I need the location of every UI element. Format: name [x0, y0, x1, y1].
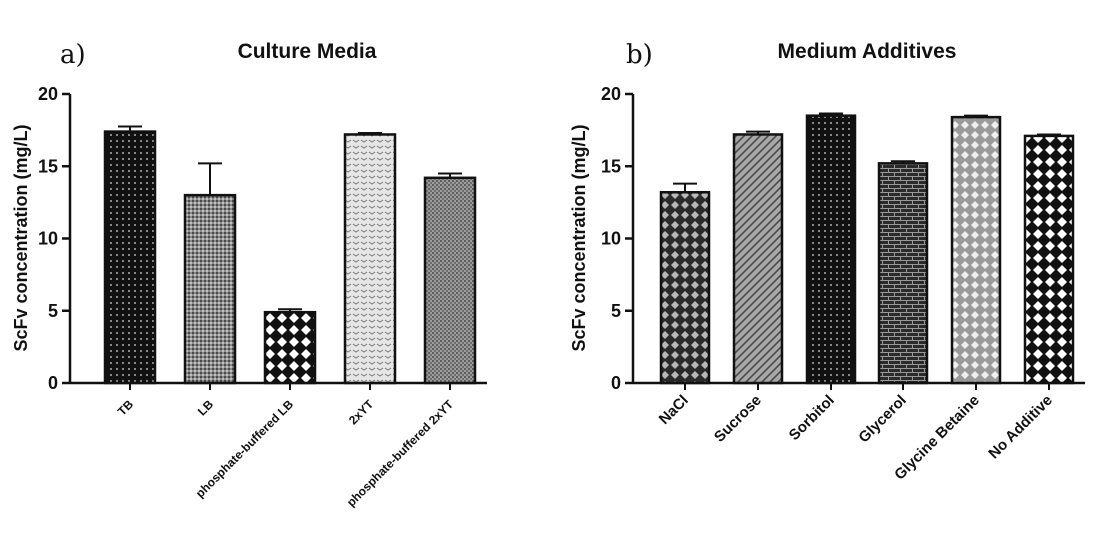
bar — [805, 114, 857, 385]
panel-a-y-ticks: 0 5 10 15 20 — [38, 84, 70, 393]
y-tick-label: 15 — [601, 156, 621, 176]
panel-a-y-axis-label: ScFv concentration (mg/L) — [11, 124, 31, 351]
bar — [1023, 134, 1075, 385]
y-tick-label: 20 — [38, 84, 58, 104]
panel-b-bars — [659, 114, 1075, 385]
y-tick-label: 15 — [38, 156, 58, 176]
bar — [103, 130, 157, 385]
panel-a-title: Culture Media — [238, 40, 377, 63]
panel-b-medium-additives: b) Medium Additives ScFv concentration (… — [569, 40, 1085, 483]
panel-b-y-axis-label: ScFv concentration (mg/L) — [569, 124, 589, 351]
x-tick-label: Glycerol — [855, 392, 909, 446]
y-tick-label: 0 — [48, 373, 58, 393]
y-tick-label: 10 — [38, 229, 58, 249]
x-tick-label: LB — [195, 397, 216, 418]
y-tick-label: 20 — [601, 84, 621, 104]
x-tick-label: Sucrose — [711, 392, 765, 446]
bar — [950, 115, 1002, 385]
panel-a-error-bars — [118, 125, 462, 313]
panel-b-title: Medium Additives — [778, 40, 957, 63]
panel-b-y-ticks: 0 5 10 15 20 — [601, 84, 633, 393]
x-tick-label: No Additive — [985, 392, 1056, 463]
panel-b-letter: b) — [626, 40, 653, 70]
x-tick-label: 2xYT — [346, 397, 377, 428]
bar — [343, 133, 397, 385]
bar — [183, 193, 237, 385]
y-tick-label: 5 — [48, 301, 58, 321]
panel-a-letter: a) — [60, 40, 86, 70]
y-tick-label: 5 — [611, 301, 621, 321]
bar — [423, 176, 477, 385]
x-tick-label: Sorbitol — [786, 392, 838, 444]
x-tick-label: NaCl — [656, 392, 692, 428]
x-tick-label: TB — [115, 397, 136, 418]
bar — [263, 310, 317, 385]
panel-a-bars — [103, 130, 477, 385]
panel-a-culture-media: a) Culture Media ScFv concentration (mg/… — [11, 40, 487, 509]
bar — [732, 133, 784, 385]
bar — [877, 162, 929, 385]
panel-b-error-bars — [673, 112, 1061, 193]
y-tick-label: 10 — [601, 229, 621, 249]
y-tick-label: 0 — [611, 373, 621, 393]
bar — [659, 191, 711, 385]
